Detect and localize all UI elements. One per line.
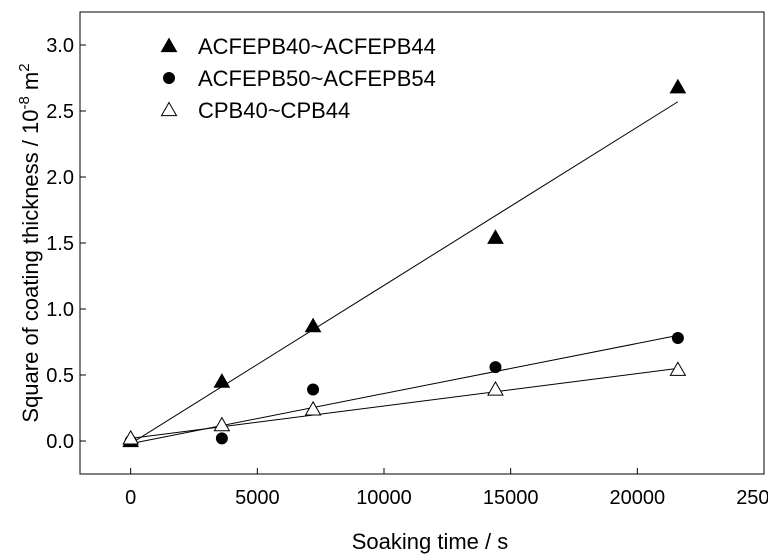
x-axis-ticks: 0 5000 10000 15000 20000 25000 bbox=[125, 468, 768, 509]
y-tick-label: 2.5 bbox=[46, 101, 74, 123]
y-tick-label: 0.5 bbox=[46, 365, 74, 387]
data-point-circle bbox=[215, 432, 228, 445]
data-point-filled-triangle bbox=[160, 37, 178, 53]
y-tick-label: 2.0 bbox=[46, 167, 74, 189]
y-tick-label: 1.0 bbox=[46, 299, 74, 321]
data-point-circle bbox=[489, 361, 502, 374]
y-tick-label: 3.0 bbox=[46, 35, 74, 57]
data-point-filled-triangle bbox=[669, 78, 687, 94]
data-point-open-triangle bbox=[213, 416, 231, 432]
legend-label: ACFEPB50~ACFEPB54 bbox=[198, 66, 436, 91]
data-markers bbox=[122, 78, 687, 448]
x-tick-label: 25000 bbox=[736, 487, 768, 509]
y-tick-label: 0.0 bbox=[46, 431, 74, 453]
data-point-open-triangle bbox=[304, 400, 322, 416]
data-point-open-triangle bbox=[669, 361, 687, 376]
data-point-circle bbox=[307, 383, 320, 396]
y-tick-label: 1.5 bbox=[46, 233, 74, 255]
fit-line bbox=[130, 101, 679, 445]
y-axis-title-exponent: -8 bbox=[16, 96, 33, 109]
data-point-open-triangle bbox=[122, 429, 140, 445]
x-axis-title: Soaking time / s bbox=[352, 529, 509, 554]
legend-label: ACFEPB40~ACFEPB44 bbox=[198, 34, 436, 59]
y-axis-title-unit-exponent: 2 bbox=[16, 63, 33, 71]
data-point-open-triangle bbox=[160, 101, 178, 117]
fit-line bbox=[130, 367, 678, 439]
data-point-filled-triangle bbox=[304, 317, 322, 333]
y-axis-title-main: Square of coating thickness / 10 bbox=[18, 110, 43, 423]
legend-label: CPB40~CPB44 bbox=[198, 98, 350, 123]
data-point-filled-triangle bbox=[213, 373, 231, 388]
x-tick-label: 20000 bbox=[610, 487, 666, 509]
x-tick-label: 5000 bbox=[235, 487, 280, 509]
data-point-circle bbox=[163, 72, 175, 84]
y-axis-ticks: 0.0 0.5 1.0 1.5 2.0 2.5 3.0 bbox=[46, 35, 86, 453]
x-tick-label: 15000 bbox=[483, 487, 539, 509]
fit-lines bbox=[130, 101, 679, 445]
legend: ACFEPB40~ACFEPB44 ACFEPB50~ACFEPB54 CPB40~… bbox=[160, 34, 436, 123]
y-axis-title-unit: m bbox=[18, 72, 43, 96]
y-axis-title: Square of coating thickness / 10-8 m2 bbox=[16, 63, 43, 422]
data-point-open-triangle bbox=[487, 381, 504, 396]
data-point-filled-triangle bbox=[487, 229, 504, 244]
x-tick-label: 0 bbox=[125, 487, 136, 509]
x-tick-label: 10000 bbox=[356, 487, 412, 509]
data-point-circle bbox=[671, 332, 684, 345]
